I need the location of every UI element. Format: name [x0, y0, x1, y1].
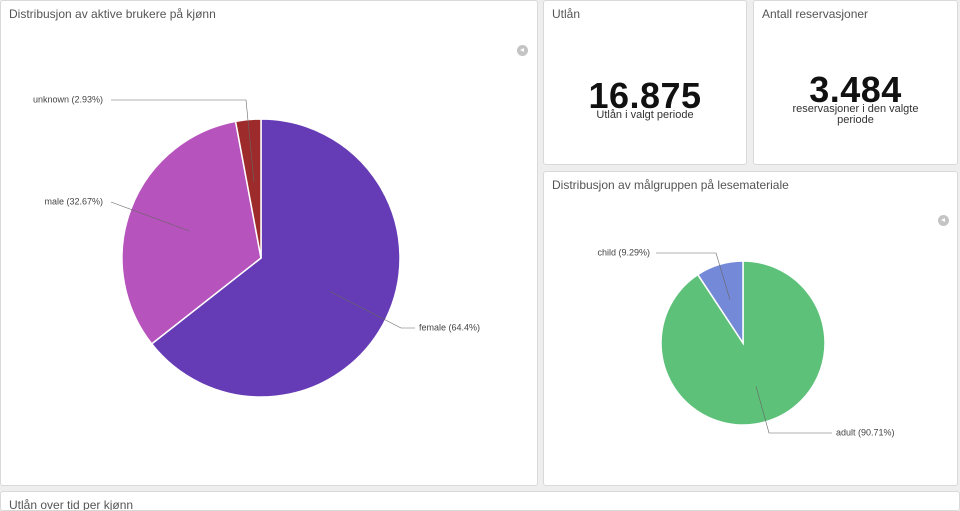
- leader-line-male: [110, 201, 190, 232]
- leader-line-unknown: [111, 99, 255, 182]
- reservations-panel-title: Antall reservasjoner: [762, 7, 869, 21]
- pie-label-child: child (9.29%): [597, 247, 650, 257]
- reservations-panel: Antall reservasjoner 3.484 reservasjoner…: [753, 0, 958, 165]
- pie-label-adult: adult (90.71%): [836, 427, 895, 437]
- gender-distribution-panel: Distribusjon av aktive brukere på kjønn …: [0, 0, 538, 486]
- loans-panel-title: Utlån: [552, 7, 581, 21]
- loans-subtitle: Utlån i valgt periode: [596, 109, 694, 121]
- gender-pie-chart: female (64.4%) male (32.67%) unknown (2.93…: [33, 94, 480, 398]
- pie-slice-female[interactable]: [150, 118, 401, 398]
- gender-panel-title: Distribusjon av aktive brukere på kjønn: [9, 7, 216, 21]
- reservations-count: 3.484: [809, 69, 902, 110]
- leader-line-child: [656, 252, 731, 300]
- pie-slice-unknown[interactable]: [234, 118, 262, 259]
- pie-label-unknown: unknown (2.93%): [33, 94, 103, 104]
- loans-count: 16.875: [588, 75, 702, 116]
- target-group-pie-chart: adult (90.71%) child (9.29%): [597, 247, 895, 437]
- pie-slice-male[interactable]: [121, 120, 262, 345]
- target-group-panel: Distribusjon av målgruppen på lesemateri…: [543, 171, 958, 486]
- pie-label-male: male (32.67%): [44, 196, 103, 206]
- leader-line-female: [329, 291, 415, 329]
- loans-panel: Utlån 16.875 Utlån i valgt periode: [543, 0, 747, 165]
- collapse-icon[interactable]: [938, 215, 949, 226]
- leader-line-adult: [755, 386, 832, 434]
- collapse-icon[interactable]: [517, 45, 528, 56]
- reservations-subtitle: reservasjoner i den valgte periode: [792, 103, 919, 126]
- loans-over-time-panel: Utlån over tid per kjønn: [0, 491, 960, 511]
- target-panel-title: Distribusjon av målgruppen på lesemateri…: [552, 178, 789, 192]
- pie-label-female: female (64.4%): [419, 322, 480, 332]
